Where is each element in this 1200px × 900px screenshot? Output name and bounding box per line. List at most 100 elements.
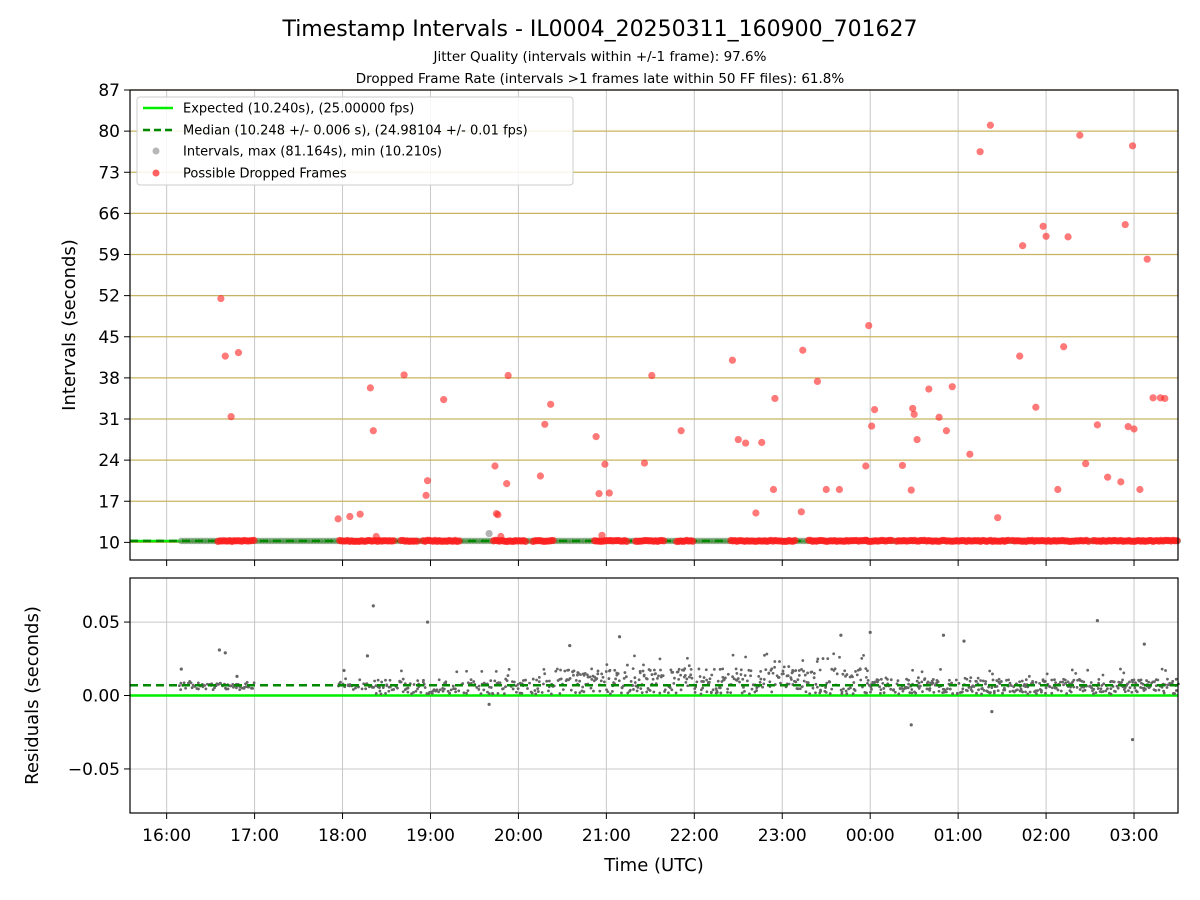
residual-point: [736, 677, 740, 680]
legend-entry-median: Median (10.248 +/- 0.006 s), (24.98104 +…: [183, 124, 528, 139]
dropped-frame-point: [910, 410, 918, 418]
residual-point: [686, 684, 690, 688]
residual-point: [961, 687, 965, 691]
residual-point: [568, 677, 572, 680]
x-tick-label: 19:00: [406, 826, 455, 846]
residual-point: [667, 691, 670, 695]
residual-point: [801, 659, 805, 662]
residual-point: [364, 687, 368, 691]
residual-point: [782, 665, 786, 669]
residual-point: [941, 633, 946, 637]
dropped-frame-point: [1104, 473, 1112, 481]
residual-point: [726, 690, 729, 694]
residual-point: [1021, 690, 1025, 694]
residual-point: [683, 667, 687, 670]
residual-point: [715, 689, 719, 693]
residual-point: [882, 691, 886, 695]
residual-point: [392, 688, 396, 691]
residual-point: [595, 677, 599, 680]
residual-point: [747, 692, 751, 696]
residual-point: [1069, 690, 1073, 694]
residual-point: [1134, 681, 1137, 685]
residual-point: [794, 680, 798, 684]
dropped-frame-point: [870, 406, 879, 414]
chart-subtitle-dropped: Dropped Frame Rate (intervals >1 frames …: [356, 71, 845, 87]
residual-point: [600, 672, 604, 676]
residual-point: [718, 667, 722, 671]
dropped-frame-point: [1121, 220, 1129, 229]
residual-point: [1019, 687, 1023, 691]
residual-point: [975, 691, 978, 695]
residual-point: [1145, 679, 1148, 682]
residual-point: [698, 675, 702, 678]
residual-point: [1122, 671, 1126, 675]
residual-point: [921, 690, 924, 694]
residual-point: [800, 685, 804, 689]
residual-point: [1156, 678, 1160, 682]
dropped-frame-point: [366, 384, 374, 392]
residual-point: [534, 692, 538, 696]
residual-point: [864, 675, 868, 679]
residual-point: [770, 690, 774, 694]
residual-point: [574, 691, 577, 694]
residual-point: [818, 668, 822, 672]
residual-point: [378, 689, 382, 693]
residual-point: [661, 674, 665, 678]
x-tick-label: 16:00: [142, 826, 191, 846]
dropped-frame-point: [909, 404, 917, 413]
residual-point: [610, 690, 614, 693]
residual-point: [685, 677, 689, 681]
residual-point: [893, 690, 897, 694]
residual-point: [1024, 678, 1028, 682]
residual-point: [741, 677, 745, 681]
residual-point: [494, 669, 498, 673]
residual-point: [540, 691, 544, 694]
residual-point: [936, 680, 940, 684]
residual-point: [528, 681, 531, 685]
residual-point: [1053, 678, 1056, 682]
residual-point: [909, 723, 913, 727]
dropped-frame-point: [503, 480, 511, 488]
residual-point: [384, 691, 387, 695]
residual-point: [1059, 689, 1063, 693]
residual-point: [663, 688, 667, 692]
residual-point: [1092, 687, 1096, 691]
residual-point: [1050, 691, 1054, 695]
residual-point: [441, 689, 445, 693]
x-tick-label: 01:00: [934, 826, 983, 846]
residual-point: [876, 680, 879, 684]
residual-point: [751, 683, 755, 687]
intervals-y-tick-label: 73: [98, 163, 120, 183]
residual-point: [1137, 678, 1140, 682]
residual-point: [852, 681, 856, 684]
intervals-y-tick-label: 17: [98, 492, 120, 512]
residual-point: [177, 684, 181, 688]
residual-point: [179, 688, 183, 692]
residual-point: [999, 680, 1003, 683]
residual-point: [1043, 679, 1047, 683]
intervals-y-axis-label: Intervals (seconds): [59, 239, 80, 411]
residual-point: [824, 690, 828, 694]
residual-point: [989, 691, 992, 694]
residual-point: [858, 668, 862, 671]
residual-point: [558, 692, 562, 695]
residual-point: [412, 690, 415, 694]
residual-point: [374, 692, 378, 695]
residual-point: [422, 678, 425, 682]
residual-point: [1116, 686, 1120, 690]
residual-point: [475, 686, 479, 689]
residual-point: [975, 679, 978, 683]
residual-point: [1036, 689, 1039, 692]
residual-point: [537, 680, 541, 684]
residual-point: [1082, 680, 1086, 684]
residual-point: [190, 686, 194, 690]
residual-point: [716, 679, 720, 683]
residual-point: [979, 679, 983, 682]
residual-point: [714, 687, 718, 691]
residual-point: [1008, 681, 1012, 685]
dropped-frame-point: [1019, 242, 1027, 250]
dropped-frame-point: [640, 459, 649, 467]
residual-point: [976, 676, 980, 680]
residual-point: [1166, 683, 1170, 687]
dropped-frame-point: [986, 121, 994, 129]
